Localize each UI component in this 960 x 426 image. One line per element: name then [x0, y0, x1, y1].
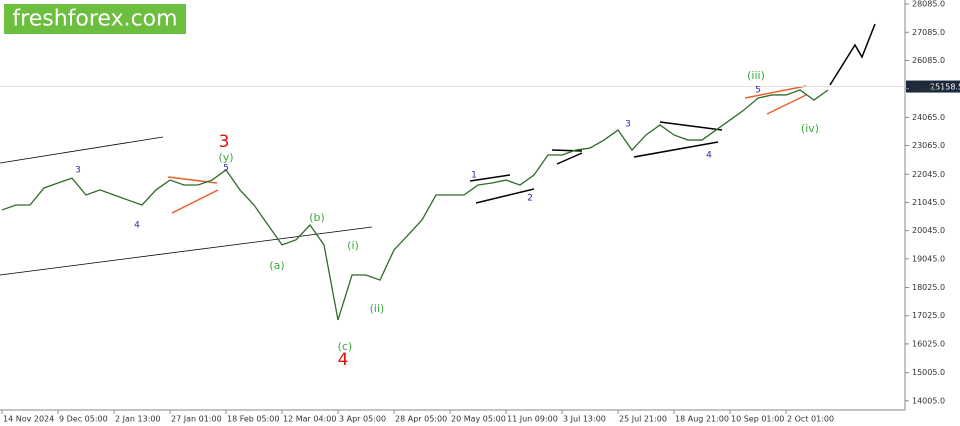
watermark-box	[4, 4, 186, 34]
wave-label: 5	[755, 86, 761, 96]
y-tick-label: 23065.0	[912, 141, 945, 150]
x-tick-label: 3 Jul 13:00	[563, 415, 606, 424]
y-tick-label: 22045.0	[912, 170, 945, 179]
wave-label: (ii)	[370, 302, 385, 315]
wave-label: (y)	[218, 151, 233, 164]
triangle-line	[633, 141, 719, 158]
watermark: freshforex.com	[12, 7, 177, 32]
wave-label: (a)	[269, 259, 284, 272]
y-tick-label: 20045.0	[912, 226, 945, 235]
price-tag	[906, 80, 960, 93]
triangle-line	[475, 188, 535, 204]
wave-label: (i)	[347, 239, 359, 252]
wave-label: 4	[338, 350, 349, 370]
x-tick-label: 3 Apr 05:00	[339, 415, 386, 424]
y-tick-label: 17025.0	[912, 311, 945, 320]
x-tick-label: 27 Jan 01:00	[171, 415, 222, 424]
wave-label: 4	[134, 221, 140, 231]
y-tick-label: 26085.0	[912, 56, 945, 65]
wave-label: 1	[471, 171, 477, 181]
triangle-line	[167, 176, 218, 184]
wave-label: 3	[75, 166, 81, 176]
current-price: 25158.5	[930, 83, 960, 92]
x-tick-label: 18 Feb 05:00	[227, 415, 279, 424]
y-tick-label: 21045.0	[912, 198, 945, 207]
y-tick-label: 15005.0	[912, 368, 945, 377]
triangle-line	[469, 174, 511, 182]
wave-label: 3	[219, 132, 230, 152]
x-tick-label: 11 Jun 09:00	[507, 415, 558, 424]
channel-line	[0, 226, 373, 276]
x-tick-label: 14 Nov 2024	[3, 415, 54, 424]
triangle-line	[551, 149, 583, 152]
y-tick-label: 28085.0	[912, 0, 945, 9]
channel-line	[0, 136, 164, 164]
y-tick-label: 25085.0	[912, 84, 945, 93]
wave-label: (iii)	[747, 69, 765, 82]
y-tick-label: 27085.0	[912, 28, 945, 37]
x-tick-label: 2 Oct 01:00	[787, 415, 834, 424]
y-tick-label: 19045.0	[912, 254, 945, 263]
wedge-line	[766, 94, 807, 115]
x-tick-label: 18 Aug 21:00	[675, 415, 729, 424]
projection	[829, 23, 876, 86]
x-tick-label: 20 May 05:00	[451, 415, 506, 424]
x-tick-label: 12 Mar 04:00	[283, 415, 336, 424]
wave-label: (b)	[309, 211, 325, 224]
trend-lines	[0, 23, 876, 276]
wave-label: 3	[625, 120, 631, 130]
price-series	[1, 89, 829, 321]
x-tick-label: 2 Jan 13:00	[115, 415, 161, 424]
triangle-line	[171, 189, 219, 214]
wave-label: 5	[223, 164, 229, 174]
y-tick-label: 14005.0	[912, 396, 945, 405]
y-tick-label: 24065.0	[912, 113, 945, 122]
triangle-line	[556, 152, 583, 165]
wave-label: 2	[527, 194, 533, 204]
wave-label: (c)	[338, 340, 353, 353]
wedge-line	[744, 85, 807, 99]
wave-label: 4	[706, 151, 712, 161]
triangle-line	[659, 121, 723, 131]
wave-label: (iv)	[801, 122, 819, 135]
y-tick-label: 16025.0	[912, 339, 945, 348]
x-tick-label: 9 Dec 05:00	[59, 415, 108, 424]
x-tick-label: 25 Jul 21:00	[619, 415, 667, 424]
y-tick-label: 18025.0	[912, 283, 945, 292]
x-tick-label: 10 Sep 01:00	[731, 415, 784, 424]
x-tick-label: 28 Apr 05:00	[395, 415, 447, 424]
orange-patterns	[167, 85, 807, 214]
